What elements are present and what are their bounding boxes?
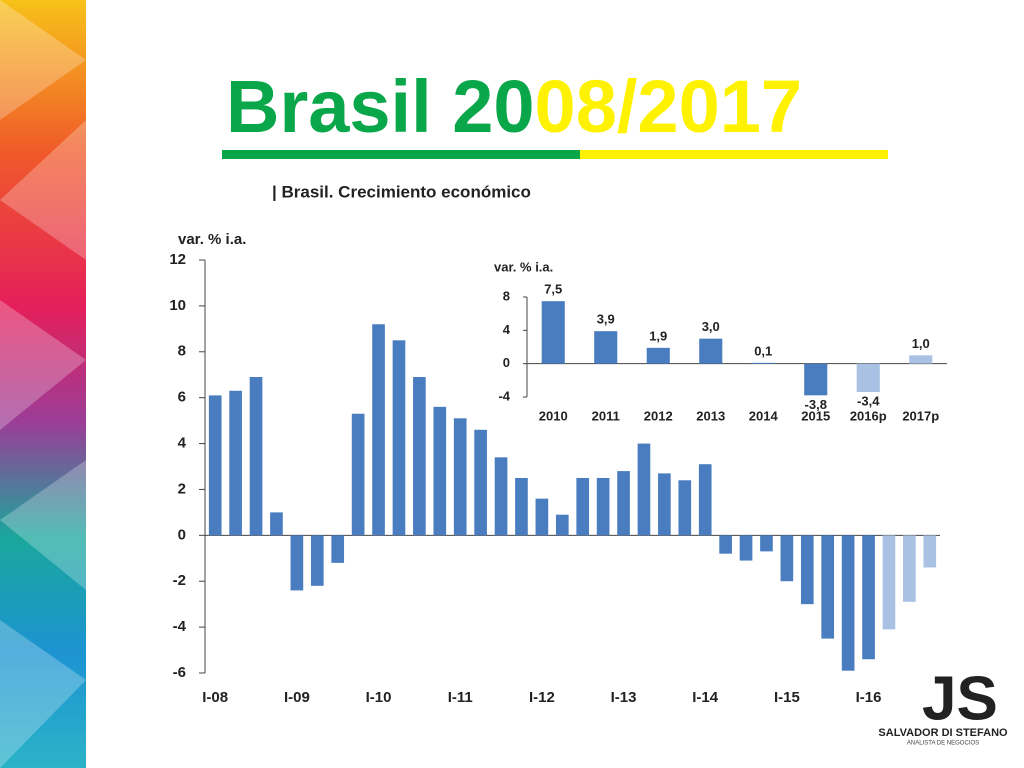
title-underline-yellow — [580, 150, 888, 159]
bar — [535, 498, 549, 536]
y-tick-label: 0 — [503, 355, 510, 370]
value-label: 1,0 — [912, 336, 930, 351]
value-label: -3,8 — [805, 397, 827, 412]
chart-title: | Brasil. Crecimiento económico — [272, 182, 531, 201]
bar — [310, 535, 324, 586]
y-tick-label: 4 — [503, 322, 511, 337]
bar — [290, 535, 304, 591]
logo-tagline: ANALISTA DE NEGOCIOS — [907, 741, 979, 747]
decor-strip — [0, 0, 86, 768]
x-tick-label: I-16 — [856, 689, 882, 706]
bar — [270, 512, 283, 536]
bar — [678, 480, 692, 536]
decor-triangles — [0, 0, 86, 768]
x-tick-label: 2017p — [902, 408, 939, 423]
bar — [576, 477, 590, 536]
bar — [646, 347, 670, 364]
y-tick-label: 4 — [178, 435, 187, 452]
y-tick-label: -2 — [173, 572, 186, 589]
y-tick-label: 8 — [178, 343, 186, 360]
bar — [555, 514, 569, 536]
x-tick-label: 2010 — [539, 408, 568, 423]
logo-mark: JS — [922, 664, 998, 733]
bar — [903, 535, 916, 602]
x-tick-label: I-10 — [366, 689, 392, 706]
bar — [637, 443, 651, 536]
title-underline-green — [222, 150, 580, 159]
bar — [658, 473, 671, 536]
bar — [780, 535, 794, 582]
x-tick-label: 2013 — [696, 408, 725, 423]
bar — [862, 535, 875, 660]
inset-y-axis-label: var. % i.a. — [494, 259, 553, 274]
bar — [474, 429, 487, 536]
x-tick-label: 2015 — [801, 408, 830, 423]
bar — [596, 477, 610, 536]
y-tick-label: 0 — [178, 526, 186, 543]
bar — [800, 535, 814, 605]
x-tick-label: I-13 — [611, 689, 637, 706]
x-tick-label: 2016p — [850, 408, 887, 423]
y-axis-label: var. % i.a. — [178, 231, 246, 248]
bar — [882, 535, 896, 630]
logo-name: SALVADOR DI STEFANO — [878, 727, 1008, 739]
x-tick-label: 2012 — [644, 408, 673, 423]
y-tick-label: 6 — [178, 389, 186, 406]
bar — [856, 363, 880, 392]
bar — [751, 362, 775, 364]
bar — [372, 324, 385, 536]
y-tick-label: 2 — [178, 480, 186, 497]
value-label: 3,9 — [597, 312, 615, 327]
x-tick-label: I-08 — [202, 689, 228, 706]
bar — [821, 535, 835, 639]
bar — [760, 535, 773, 552]
x-tick-label: 2011 — [592, 408, 620, 423]
x-tick-label: I-09 — [284, 689, 310, 706]
bar — [453, 418, 467, 536]
bar — [541, 301, 565, 364]
bar — [515, 477, 528, 536]
bar — [698, 464, 712, 536]
x-tick-label: I-12 — [529, 689, 555, 706]
bar — [617, 471, 630, 536]
value-label: -3,4 — [857, 393, 880, 408]
x-tick-label: I-14 — [692, 689, 719, 706]
bar — [804, 363, 828, 396]
bar — [841, 535, 855, 671]
bar — [923, 535, 937, 568]
y-tick-label: 12 — [169, 251, 186, 268]
bar — [594, 331, 618, 364]
value-label: 7,5 — [544, 282, 562, 297]
bar — [909, 355, 933, 364]
bar — [208, 395, 222, 536]
value-label: 1,9 — [649, 328, 667, 343]
value-label: 0,1 — [754, 343, 772, 358]
bar — [433, 406, 447, 536]
bar — [413, 377, 426, 536]
x-tick-label: 2014 — [749, 408, 779, 423]
bar — [494, 457, 508, 536]
y-tick-label: 8 — [503, 288, 510, 303]
x-tick-label: I-15 — [774, 689, 800, 706]
slide-title: Brasil 2008/2017 — [226, 65, 802, 148]
bar — [331, 535, 345, 563]
bar — [699, 338, 723, 364]
y-tick-label: -6 — [173, 664, 186, 681]
bar — [351, 413, 365, 536]
bar — [229, 390, 242, 536]
bar — [739, 535, 753, 561]
y-tick-label: -4 — [173, 618, 187, 635]
x-tick-label: I-11 — [448, 689, 473, 706]
bar — [249, 377, 263, 536]
bar — [392, 340, 406, 536]
bar — [719, 535, 732, 554]
value-label: 3,0 — [702, 319, 720, 334]
y-tick-label: 10 — [169, 297, 186, 314]
y-tick-label: -4 — [498, 388, 510, 403]
